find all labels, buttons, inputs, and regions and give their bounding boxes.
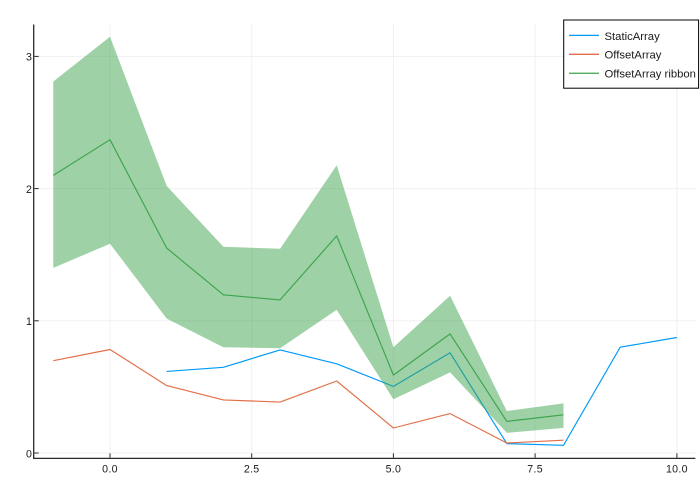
svg-text:2: 2 bbox=[26, 184, 32, 196]
svg-text:0.0: 0.0 bbox=[102, 464, 118, 476]
svg-text:0: 0 bbox=[26, 448, 32, 460]
svg-text:1: 1 bbox=[26, 316, 32, 328]
svg-text:StaticArray: StaticArray bbox=[605, 31, 661, 43]
svg-text:7.5: 7.5 bbox=[527, 464, 543, 476]
svg-text:OffsetArray: OffsetArray bbox=[605, 50, 662, 62]
svg-text:10.0: 10.0 bbox=[666, 464, 688, 476]
svg-text:5.0: 5.0 bbox=[386, 464, 402, 476]
svg-text:2.5: 2.5 bbox=[244, 464, 260, 476]
svg-text:OffsetArray ribbon: OffsetArray ribbon bbox=[605, 69, 696, 81]
svg-text:3: 3 bbox=[26, 52, 32, 64]
